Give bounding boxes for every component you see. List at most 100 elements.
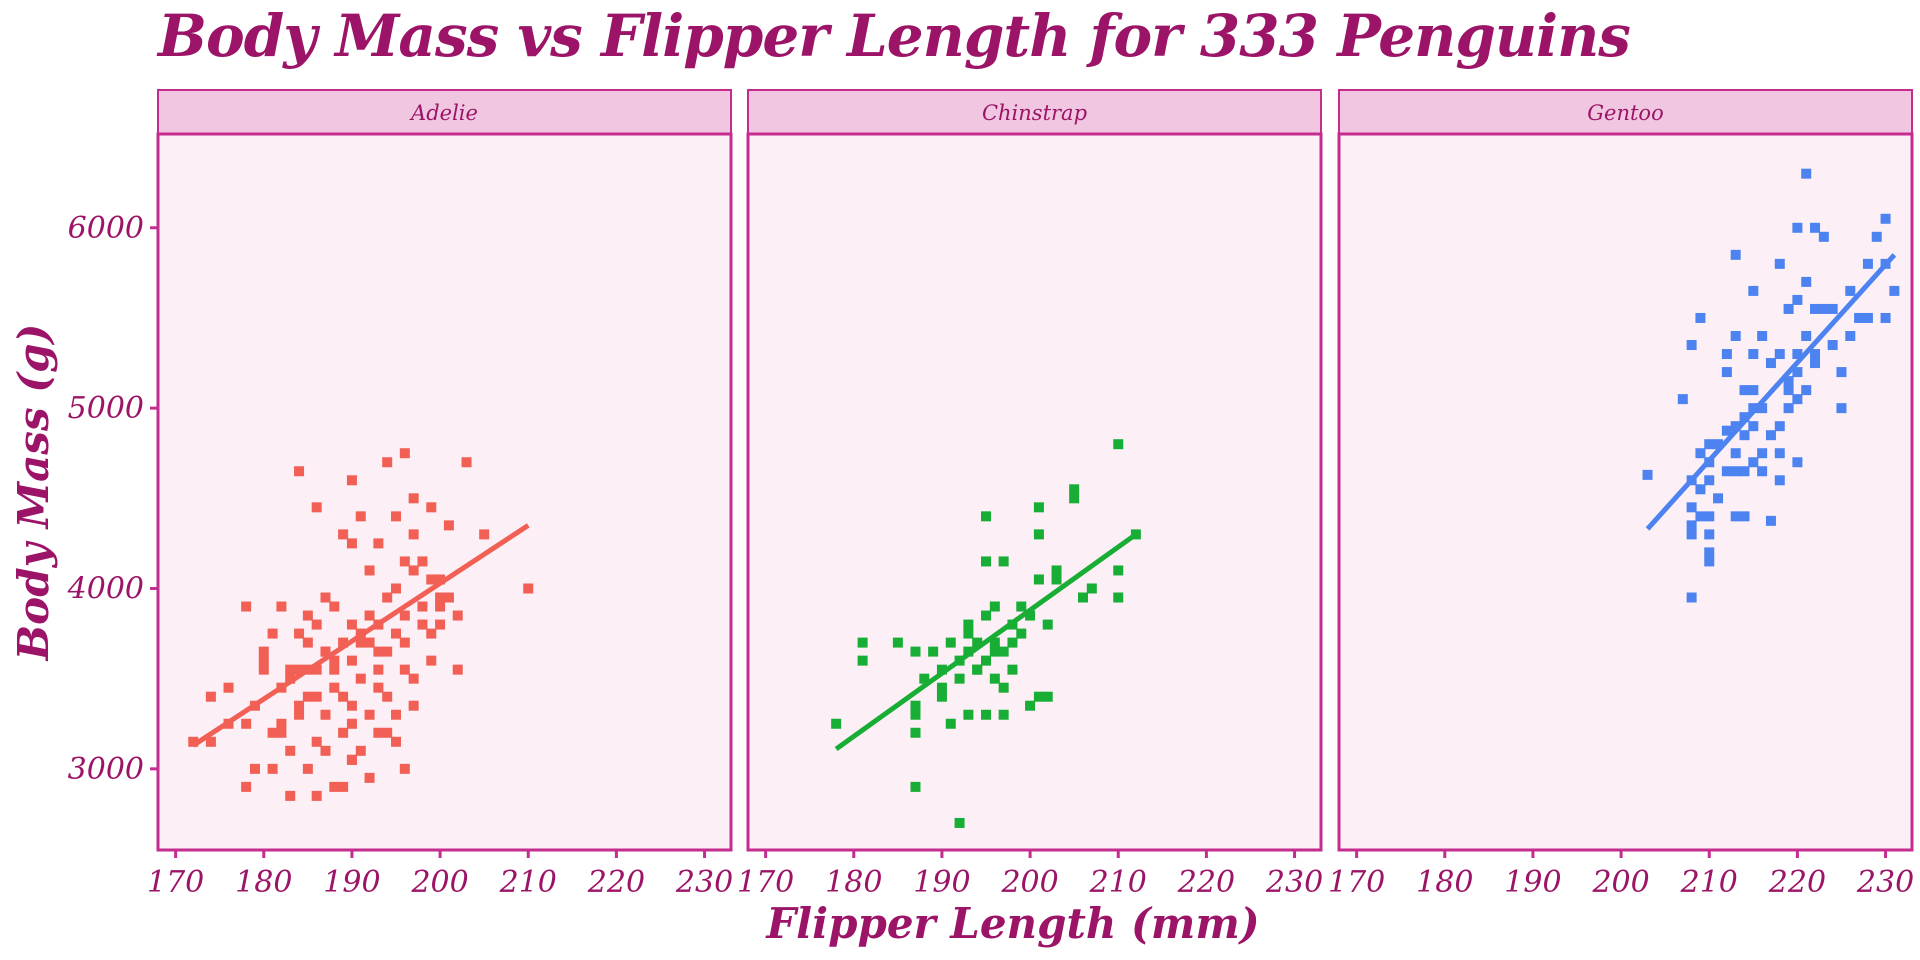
data-point	[1774, 448, 1785, 459]
data-point	[1810, 358, 1821, 369]
data-point	[417, 619, 428, 630]
data-point	[1748, 385, 1759, 396]
data-point	[382, 592, 393, 603]
data-point	[945, 718, 956, 729]
facet-gentoo: Gentoo 170 180 190 200 210 220 230	[1328, 89, 1914, 900]
data-point	[1801, 168, 1812, 179]
data-point	[355, 637, 366, 648]
data-point	[311, 619, 322, 630]
data-point	[1836, 367, 1847, 378]
data-point	[382, 691, 393, 702]
x-tick-label: 170	[147, 865, 204, 900]
panel-border	[156, 132, 733, 852]
data-point	[1836, 403, 1847, 414]
data-point	[1686, 529, 1697, 540]
data-point	[989, 673, 1000, 684]
data-point	[1792, 394, 1803, 405]
data-point	[364, 772, 375, 783]
data-point	[1730, 249, 1741, 260]
data-point	[1792, 222, 1803, 233]
data-point	[1069, 484, 1080, 495]
x-tick-label: 230	[1856, 865, 1914, 900]
data-point	[963, 619, 974, 630]
data-point	[188, 736, 199, 747]
data-point	[329, 781, 340, 792]
facet-strip-label: Gentoo	[1587, 101, 1663, 125]
y-tick-label: 3000	[68, 752, 144, 787]
data-point	[1748, 457, 1759, 468]
data-point	[1704, 475, 1715, 486]
data-point	[258, 655, 269, 666]
x-tick-label: 180	[825, 865, 882, 900]
data-point	[1862, 258, 1873, 269]
data-point	[1704, 529, 1715, 540]
data-point	[320, 646, 331, 657]
panel-background	[158, 134, 731, 850]
data-point	[391, 511, 402, 522]
data-point	[311, 790, 322, 801]
data-point	[989, 601, 1000, 612]
data-point	[1730, 511, 1741, 522]
data-point	[373, 682, 384, 693]
data-point	[1069, 493, 1080, 504]
data-point	[1774, 258, 1785, 269]
data-point	[1801, 276, 1812, 287]
data-point	[205, 736, 216, 747]
data-point	[1783, 376, 1794, 387]
x-tick-label: 230	[1265, 865, 1323, 900]
y-axis-title: Body Mass (g)	[9, 324, 58, 662]
data-point	[294, 700, 305, 711]
data-point	[417, 601, 428, 612]
data-point	[285, 673, 296, 684]
data-point	[1025, 610, 1036, 621]
data-point	[408, 700, 419, 711]
data-point	[302, 691, 313, 702]
data-point	[1880, 213, 1891, 224]
data-point	[364, 610, 375, 621]
data-point	[910, 709, 921, 720]
data-point	[320, 745, 331, 756]
data-point	[241, 601, 252, 612]
data-point	[1765, 358, 1776, 369]
data-point	[435, 601, 446, 612]
data-point	[285, 745, 296, 756]
data-point	[1757, 330, 1768, 341]
trend-line	[1645, 253, 1897, 531]
data-point	[399, 610, 410, 621]
facet-adelie: Adelie 170 180 190 200 210 220 230 3000 4000 5000 6…	[67, 89, 733, 900]
data-point	[241, 781, 252, 792]
data-point	[364, 709, 375, 720]
data-point	[311, 736, 322, 747]
facet-panels: Adelie 170 180 190 200 210 220 230 3000 4000 5000 6…	[67, 89, 1914, 900]
data-point	[1033, 529, 1044, 540]
data-point	[382, 646, 393, 657]
data-point	[452, 664, 463, 675]
data-point	[1801, 330, 1812, 341]
facet-strip-label: Chinstrap	[982, 101, 1087, 125]
data-point	[1757, 466, 1768, 477]
x-tick-label: 210	[499, 865, 557, 900]
data-point	[1739, 511, 1750, 522]
data-point	[963, 628, 974, 639]
data-point	[954, 817, 965, 828]
data-point	[831, 718, 842, 729]
data-point	[928, 646, 939, 657]
x-tick-label: 190	[1504, 865, 1561, 900]
data-point	[205, 691, 216, 702]
data-point	[936, 691, 947, 702]
data-point	[919, 673, 930, 684]
data-point	[338, 529, 349, 540]
data-point	[399, 637, 410, 648]
facet-strip-label: Adelie	[409, 101, 478, 125]
x-tick-label: 200	[410, 865, 468, 900]
data-point	[998, 556, 1009, 567]
data-point	[435, 619, 446, 630]
data-point	[443, 520, 454, 531]
data-point	[452, 610, 463, 621]
data-point	[1113, 565, 1124, 576]
data-point	[1686, 520, 1697, 531]
x-tick-label: 180	[1416, 865, 1473, 900]
data-point	[1889, 285, 1900, 296]
data-point	[346, 619, 357, 630]
